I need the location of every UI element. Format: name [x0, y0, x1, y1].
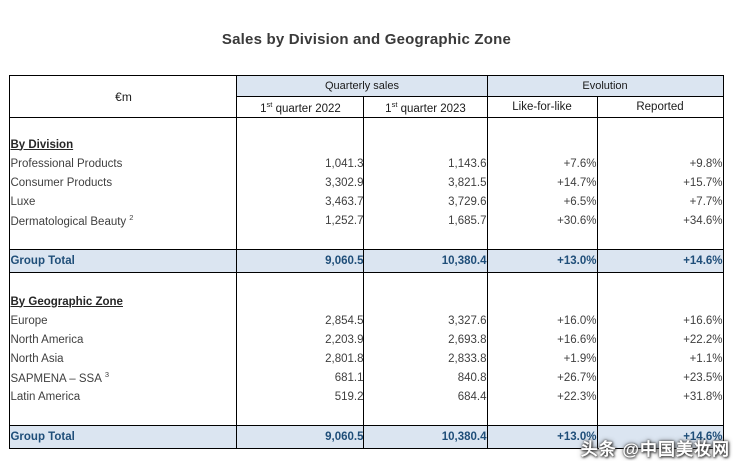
- column-header-reported: Reported: [596, 96, 724, 118]
- row-label: Latin America: [9, 387, 238, 406]
- group-header-evolution: Evolution: [486, 75, 724, 97]
- sales-table: €m Quarterly sales Evolution 1st quarter…: [9, 75, 724, 449]
- spacer-row: [9, 272, 724, 292]
- value-q1-2022: 519.2: [236, 387, 365, 406]
- table-row: Latin America 519.2 684.4 +22.3% +31.8%: [9, 387, 724, 406]
- table-row: North America 2,203.9 2,693.8 +16.6% +22…: [9, 330, 724, 349]
- section-heading-cell: By Division: [9, 135, 238, 154]
- section-heading-row: By Division: [9, 135, 724, 154]
- value-q1-2022: 1,041.3: [236, 154, 365, 173]
- section-heading-by-geographic-zone: By Geographic Zone: [10, 295, 123, 308]
- value-q1-2022: 681.1: [236, 368, 365, 387]
- value-q1-2022: 3,463.7: [236, 192, 365, 211]
- group-header-quarterly-sales: Quarterly sales: [236, 75, 488, 97]
- watermark: 头条 @中国美妆网: [580, 440, 730, 459]
- group-total-row: Group Total 9,060.5 10,380.4 +13.0% +14.…: [9, 249, 724, 273]
- column-header-q1-2022: 1st quarter 2022: [236, 96, 365, 118]
- quarter-text: quarter 2023: [400, 102, 466, 115]
- value-q1-2022: 2,854.5: [236, 311, 365, 330]
- column-header-row: 1st quarter 2022 1st quarter 2023 Like-f…: [10, 96, 724, 118]
- value-q1-2023: 840.8: [363, 368, 488, 387]
- value-reported: +15.7%: [596, 173, 724, 192]
- value-q1-2023: 3,327.6: [363, 311, 488, 330]
- row-label: Europe: [9, 311, 238, 330]
- spacer-row: [9, 406, 724, 426]
- table-row: Europe 2,854.5 3,327.6 +16.0% +16.6%: [9, 311, 724, 330]
- row-label: SAPMENA – SSA 3: [9, 368, 238, 387]
- value-q1-2022: 1,252.7: [236, 211, 365, 230]
- table-row: Luxe 3,463.7 3,729.6 +6.5% +7.7%: [9, 192, 724, 211]
- quarter-number: 1: [385, 102, 392, 115]
- value-reported: +16.6%: [596, 311, 724, 330]
- unit-header: €m: [9, 75, 238, 118]
- page-title: Sales by Division and Geographic Zone: [221, 31, 512, 48]
- total-like-for-like: +13.0%: [486, 425, 598, 449]
- row-label: Consumer Products: [9, 173, 238, 192]
- value-reported: +22.2%: [596, 330, 724, 349]
- group-total-row: Group Total 9,060.5 10,380.4 +13.0% +14.…: [9, 425, 724, 449]
- value-like-for-like: +6.5%: [486, 192, 598, 211]
- total-q1-2023: 10,380.4: [363, 425, 488, 449]
- table-row: Dermatological Beauty 2 1,252.7 1,685.7 +…: [9, 211, 724, 230]
- total-reported: +14.6%: [596, 249, 724, 273]
- value-like-for-like: +26.7%: [486, 368, 598, 387]
- value-reported: +31.8%: [596, 387, 724, 406]
- value-reported: +34.6%: [596, 211, 724, 230]
- value-like-for-like: +14.7%: [486, 173, 598, 192]
- column-header-q1-2023: 1st quarter 2023: [363, 96, 488, 118]
- footnote-marker: 3: [104, 370, 110, 380]
- value-like-for-like: +16.0%: [486, 311, 598, 330]
- value-q1-2022: 2,203.9: [236, 330, 365, 349]
- value-like-for-like: +7.6%: [486, 154, 598, 173]
- value-like-for-like: +16.6%: [486, 330, 598, 349]
- row-label: North America: [9, 330, 238, 349]
- value-q1-2023: 1,685.7: [363, 211, 488, 230]
- value-q1-2022: 3,302.9: [236, 173, 365, 192]
- value-reported: +1.1%: [596, 349, 724, 368]
- table-row: SAPMENA – SSA 3 681.1 840.8 +26.7% +23.5%: [9, 368, 724, 387]
- total-q1-2023: 10,380.4: [363, 249, 488, 273]
- row-label: North Asia: [9, 349, 238, 368]
- section-heading-by-division: By Division: [10, 138, 74, 151]
- section-heading-row: By Geographic Zone: [9, 292, 724, 311]
- table-row: North Asia 2,801.8 2,833.8 +1.9% +1.1%: [9, 349, 724, 368]
- spacer-row: [9, 117, 724, 135]
- group-header-row: €m Quarterly sales Evolution: [9, 75, 724, 118]
- footnote-marker: 2: [129, 213, 134, 223]
- quarter-text: quarter 2022: [275, 102, 341, 115]
- total-like-for-like: +13.0%: [486, 249, 598, 273]
- total-reported: +14.6%: [596, 425, 724, 449]
- table-row: Professional Products 1,041.3 1,143.6 +7…: [9, 154, 724, 173]
- total-label: Group Total: [9, 425, 238, 449]
- value-q1-2023: 3,821.5: [363, 173, 488, 192]
- ordinal-suffix: st: [266, 99, 273, 109]
- section-heading-cell: By Geographic Zone: [9, 292, 238, 311]
- total-q1-2022: 9,060.5: [236, 249, 365, 273]
- value-reported: +7.7%: [596, 192, 724, 211]
- value-reported: +23.5%: [596, 368, 724, 387]
- total-label: Group Total: [9, 249, 238, 273]
- column-header-like-for-like: Like-for-like: [486, 96, 598, 118]
- page: Sales by Division and Geographic Zone €m…: [9, 31, 729, 459]
- value-like-for-like: +22.3%: [486, 387, 598, 406]
- quarter-number: 1: [260, 102, 267, 115]
- row-label: Dermatological Beauty 2: [9, 211, 238, 230]
- spacer-row: [9, 230, 724, 250]
- ordinal-suffix: st: [391, 99, 398, 109]
- value-q1-2023: 2,833.8: [363, 349, 488, 368]
- value-reported: +9.8%: [596, 154, 724, 173]
- value-q1-2023: 2,693.8: [363, 330, 488, 349]
- value-q1-2023: 3,729.6: [363, 192, 488, 211]
- value-q1-2023: 684.4: [363, 387, 488, 406]
- table-row: Consumer Products 3,302.9 3,821.5 +14.7%…: [9, 173, 724, 192]
- value-q1-2023: 1,143.6: [363, 154, 488, 173]
- value-q1-2022: 2,801.8: [236, 349, 365, 368]
- row-label: Professional Products: [9, 154, 238, 173]
- value-like-for-like: +1.9%: [486, 349, 598, 368]
- value-like-for-like: +30.6%: [486, 211, 598, 230]
- total-q1-2022: 9,060.5: [236, 425, 365, 449]
- row-label: Luxe: [9, 192, 238, 211]
